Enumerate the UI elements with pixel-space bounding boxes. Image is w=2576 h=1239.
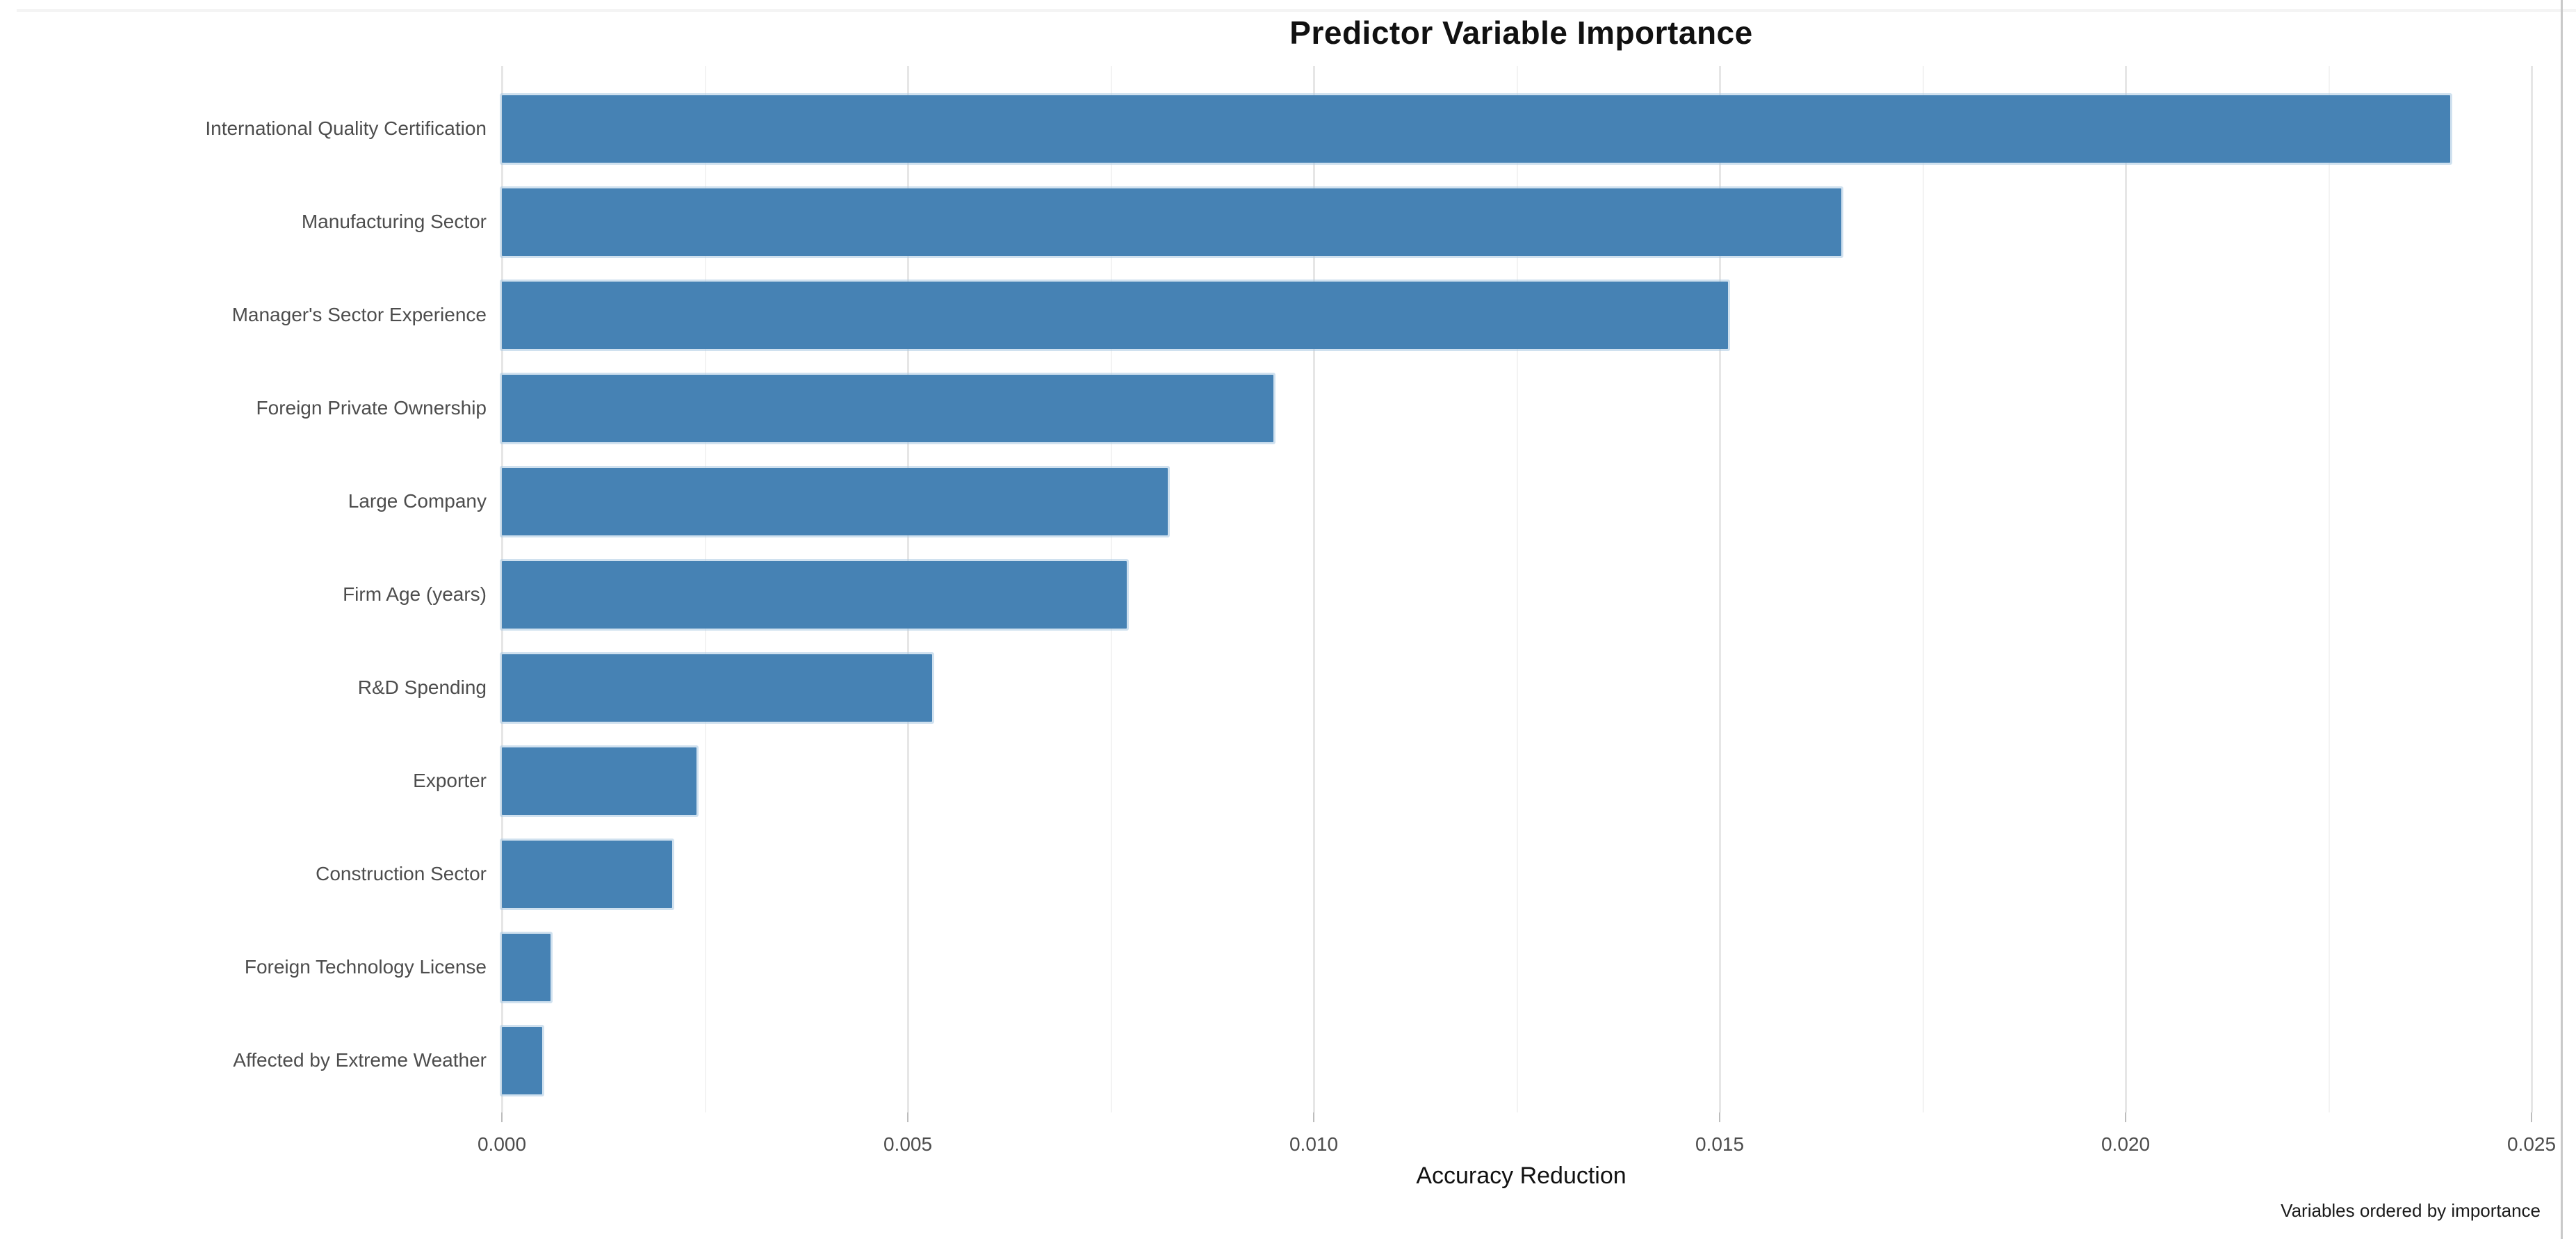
y-axis-label: Manufacturing Sector — [301, 211, 487, 232]
x-tick-mark — [907, 1112, 908, 1122]
x-tick-mark — [501, 1112, 503, 1122]
bar-foreign-technology-license — [502, 933, 551, 1001]
x-tick-label: 0.020 — [2101, 1133, 2151, 1155]
x-tick-label: 0.000 — [477, 1133, 527, 1155]
x-tick-label: 0.015 — [1695, 1133, 1745, 1155]
bar-construction-sector — [502, 840, 673, 908]
window-top-edge — [17, 9, 2576, 12]
y-axis-label: Affected by Extreme Weather — [233, 1049, 487, 1071]
y-axis-label: Foreign Technology License — [244, 956, 487, 978]
major-gridline — [1313, 66, 1315, 1112]
bar-international-quality-certification — [502, 95, 2451, 163]
x-tick-mark — [1719, 1112, 1720, 1122]
major-gridline — [2531, 66, 2533, 1112]
window-right-edge — [2561, 0, 2563, 1239]
bar-affected-by-extreme-weather — [502, 1026, 543, 1094]
x-tick-label: 0.025 — [2506, 1133, 2557, 1155]
bar-firm-age-years- — [502, 560, 1127, 629]
bar-manufacturing-sector — [502, 188, 1842, 256]
minor-gridline — [2329, 66, 2330, 1112]
bar-manager-s-sector-experience — [502, 281, 1728, 349]
x-tick-label: 0.005 — [883, 1133, 933, 1155]
bar-r-d-spending — [502, 654, 933, 722]
major-gridline — [2125, 66, 2127, 1112]
major-gridline — [1719, 66, 1721, 1112]
y-axis-label: R&D Spending — [357, 677, 487, 698]
plot-panel — [501, 66, 2541, 1112]
minor-gridline — [1517, 66, 1518, 1112]
bar-exporter — [502, 747, 697, 815]
minor-gridline — [1923, 66, 1924, 1112]
y-axis-label: Firm Age (years) — [343, 583, 487, 605]
bar-large-company — [502, 467, 1168, 535]
chart-caption: Variables ordered by importance — [2281, 1200, 2541, 1221]
x-tick-mark — [2125, 1112, 2126, 1122]
chart-title: Predictor Variable Importance — [1289, 15, 1753, 51]
x-tick-label: 0.010 — [1289, 1133, 1339, 1155]
y-axis-label: Exporter — [413, 770, 487, 791]
x-tick-mark — [2531, 1112, 2532, 1122]
bar-foreign-private-ownership — [502, 374, 1273, 442]
y-axis-label: International Quality Certification — [205, 118, 487, 139]
y-axis-label: Manager's Sector Experience — [231, 304, 487, 325]
x-tick-mark — [1313, 1112, 1314, 1122]
y-axis-label: Construction Sector — [316, 863, 487, 884]
x-axis-title: Accuracy Reduction — [1416, 1163, 1627, 1189]
y-axis-label: Large Company — [348, 490, 487, 512]
y-axis-label: Foreign Private Ownership — [256, 397, 487, 419]
